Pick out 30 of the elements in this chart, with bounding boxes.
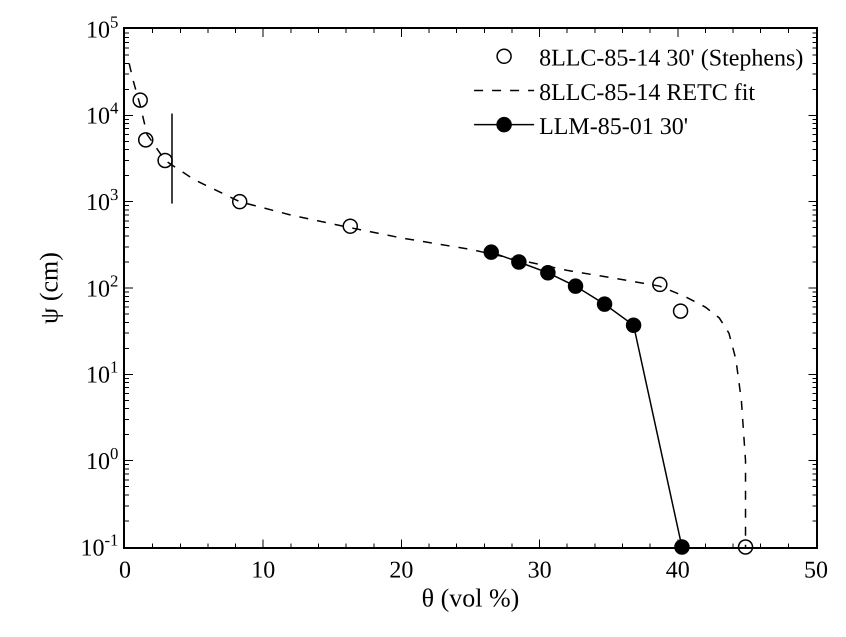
point (540, 265, 556, 281)
y-tick-label: 10$^{4}$ (86, 98, 120, 130)
x-tick-label: 20 (389, 558, 414, 584)
point (626, 318, 642, 334)
point (511, 254, 527, 270)
x-tick-label: 0 (119, 558, 131, 584)
point (672, 303, 688, 319)
point (596, 296, 612, 312)
y-tick-label: 10$^{2}$ (86, 271, 118, 302)
y-tick-label: 10$^{5}$ (86, 12, 118, 44)
y-tick-label: 10$^{1}$ (86, 358, 118, 389)
point (138, 132, 154, 148)
legend-label: 8LLC-85-14 30' (Stephens) (539, 46, 804, 72)
x-tick-label: 50 (804, 558, 828, 584)
legend-label: 8LLC-85-14 RETC fit (539, 80, 756, 106)
point (232, 194, 248, 210)
point (568, 278, 584, 294)
x-tick-label: 10 (251, 558, 276, 584)
y-tick-label: 10$^{0}$ (86, 444, 118, 476)
y-tick-label: 10$^{-1}$ (80, 530, 118, 562)
point (652, 276, 668, 292)
y-tick-label: 10$^{3}$ (86, 184, 118, 216)
x-axis-title: θ (vol %) (422, 584, 520, 613)
x-tick-label: 40 (666, 558, 690, 584)
point (132, 92, 148, 108)
point (483, 244, 499, 260)
y-axis-title: ψ (cm) (34, 252, 64, 324)
x-tick-label: 30 (528, 558, 552, 584)
point (342, 218, 358, 234)
legend-label: LLM-85-01 30' (539, 114, 688, 140)
